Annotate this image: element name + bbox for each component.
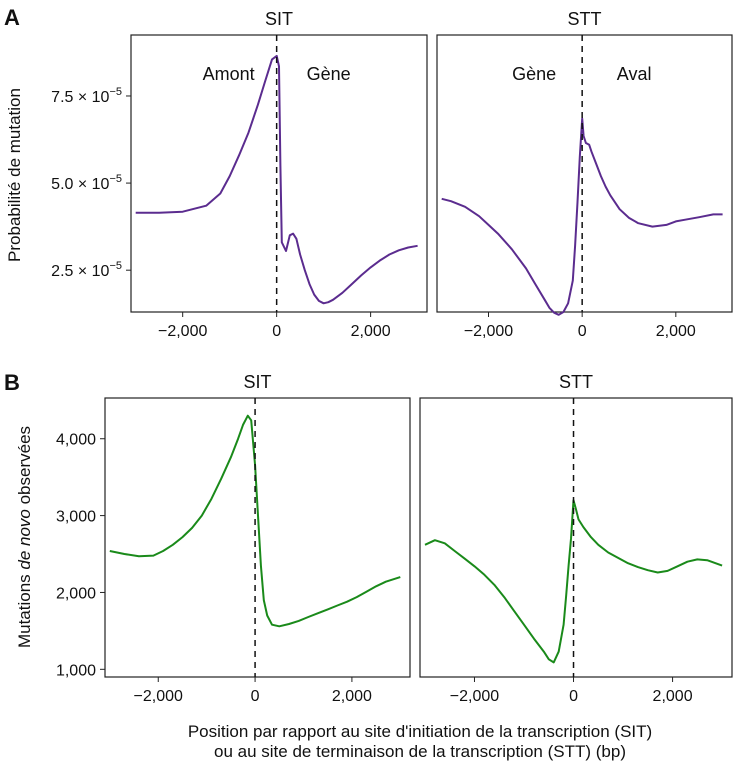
y-tick-label: 5.0 × 10−5 [51,173,122,193]
facet-title: SIT [265,9,293,29]
x-axis-title-line1: Position par rapport au site d'initiatio… [188,722,652,741]
y-tick-label: 7.5 × 10−5 [51,86,122,106]
y-tick-label: 2.5 × 10−5 [51,260,122,280]
y-axis-title-part: Mutations [15,570,34,648]
x-tick-label: −2,000 [134,688,183,705]
x-tick-label: 2,000 [656,323,696,340]
facet-b-stt: STT −2,000 0 2,000 [419,372,733,705]
x-tick-label: 2,000 [332,688,372,705]
facet-b-sit: SIT −2,000 0 2,000 [104,372,411,705]
panel-a-letter: A [4,5,20,30]
series-line [441,117,723,316]
region-annotation: Gène [307,64,351,84]
facet-a-stt: STT Gène Aval −2,000 0 2,000 [436,9,733,340]
x-tick-label: 0 [578,323,587,340]
y-tick-label-base: 5.0 × 10 [51,176,109,193]
y-tick-label: 4,000 [56,432,96,449]
y-tick-label-base: 2.5 × 10 [51,263,109,280]
plot-frame [104,397,411,678]
panel-b-letter: B [4,370,20,395]
series-line [109,414,401,628]
facet-a-sit: SIT Amont Gène −2,000 0 2,000 [130,9,428,340]
x-tick-label: 0 [251,688,260,705]
y-tick-label-exponent: −5 [109,260,122,272]
y-axis-title-part: de novo [15,509,34,570]
plot-frame [436,34,733,313]
y-tick-label: 2,000 [56,585,96,602]
y-axis-title-part: observées [15,426,34,509]
panel-a-chart: SIT Amont Gène −2,000 0 2,000 STT Gène Aval −2,00… [5,9,733,340]
y-tick-label: 1,000 [56,662,96,679]
series-line [135,54,418,305]
y-tick-label-exponent: −5 [109,173,122,185]
y-tick-label: 3,000 [56,509,96,526]
plot-frame [130,34,428,313]
x-tick-label: 0 [272,323,281,340]
facet-title: STT [559,372,593,392]
y-tick-label-base: 7.5 × 10 [51,89,109,106]
x-tick-label: 2,000 [653,688,693,705]
x-tick-label: −2,000 [464,323,513,340]
x-axis-title-line2: ou au site de terminaison de la transcri… [214,742,626,761]
region-annotation: Amont [203,64,255,84]
series-line [424,499,723,664]
panel-b-chart: SIT −2,000 0 2,000 STT −2,000 0 2,000 1,000 2,000… [15,372,733,705]
region-annotation: Gène [512,64,556,84]
y-axis-title: Probabilité de mutation [5,88,24,262]
facet-title: SIT [243,372,271,392]
y-tick-label-exponent: −5 [109,86,122,98]
facet-title: STT [568,9,602,29]
y-axis-title: Mutations de novo observées [15,426,34,648]
x-tick-label: 0 [569,688,578,705]
plot-frame [419,397,733,678]
x-tick-label: −2,000 [450,688,499,705]
x-tick-label: 2,000 [351,323,391,340]
x-tick-label: −2,000 [158,323,207,340]
region-annotation: Aval [617,64,652,84]
